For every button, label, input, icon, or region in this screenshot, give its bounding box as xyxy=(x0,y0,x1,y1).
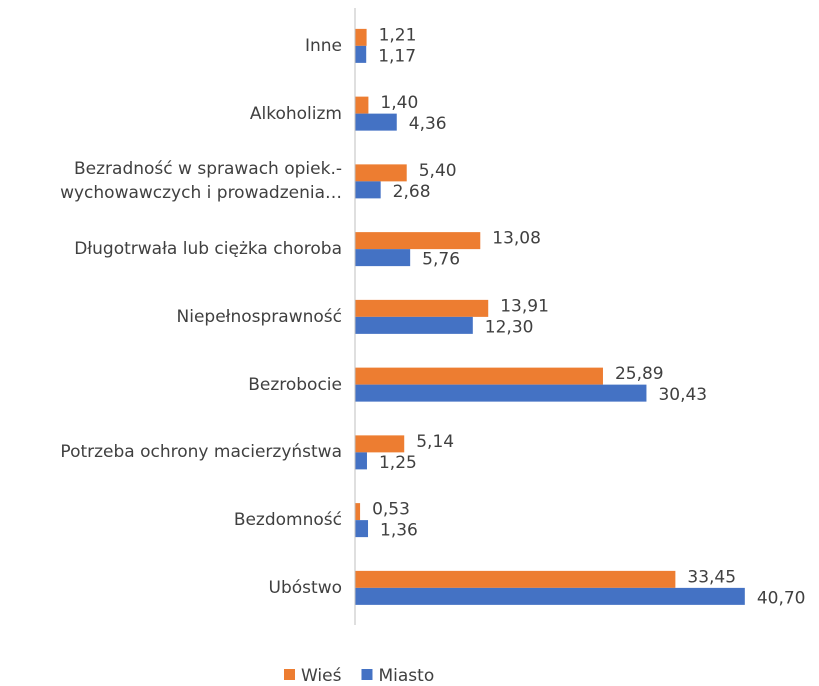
value-label: 0,53 xyxy=(372,500,410,520)
category-label: Bezrobocie xyxy=(248,374,342,395)
bar xyxy=(355,45,367,63)
value-label: 5,14 xyxy=(416,432,454,452)
bar xyxy=(355,232,481,250)
legend-label: Miasto xyxy=(378,666,434,686)
value-label: 2,68 xyxy=(393,182,431,202)
bar xyxy=(355,181,381,199)
value-label: 33,45 xyxy=(687,567,736,587)
value-label: 1,36 xyxy=(380,521,418,541)
bar xyxy=(355,520,369,538)
bar xyxy=(355,503,361,521)
bar xyxy=(355,452,367,470)
category-label: Alkoholizm xyxy=(249,103,342,124)
value-label: 1,17 xyxy=(378,46,416,66)
value-label: 5,76 xyxy=(422,250,460,270)
value-label: 1,21 xyxy=(379,25,417,45)
bar xyxy=(355,113,397,131)
value-label: 13,91 xyxy=(500,296,549,316)
bar xyxy=(355,316,473,334)
bar xyxy=(355,96,369,114)
bar xyxy=(355,384,647,402)
category-label: Potrzeba ochrony macierzyństwa xyxy=(60,442,342,463)
category-label: Niepełnosprawność xyxy=(176,306,343,327)
bar xyxy=(355,367,603,385)
value-label: 30,43 xyxy=(658,385,707,405)
bar xyxy=(355,587,745,605)
value-label: 1,40 xyxy=(380,93,418,113)
category-label: Długotrwała lub ciężka choroba xyxy=(74,239,342,260)
legend-swatch xyxy=(284,669,295,680)
legend-label: Wieś xyxy=(301,666,342,686)
value-label: 4,36 xyxy=(409,114,447,134)
category-label: Bezradność w sprawach opiek.- wychowawcz… xyxy=(60,159,342,204)
value-label: 25,89 xyxy=(615,364,664,384)
bar xyxy=(355,249,411,267)
category-label: Ubóstwo xyxy=(268,577,342,598)
category-label: Bezdomność xyxy=(233,510,342,531)
bar xyxy=(355,435,405,453)
bar xyxy=(355,299,489,317)
value-label: 5,40 xyxy=(419,161,457,181)
value-label: 12,30 xyxy=(485,317,534,337)
value-label: 40,70 xyxy=(757,588,806,608)
bar xyxy=(355,164,407,182)
category-label: Inne xyxy=(304,35,342,56)
legend-swatch xyxy=(361,669,373,680)
bar xyxy=(355,570,676,588)
bar xyxy=(355,28,367,46)
value-label: 1,25 xyxy=(379,453,417,473)
value-label: 13,08 xyxy=(492,229,541,249)
